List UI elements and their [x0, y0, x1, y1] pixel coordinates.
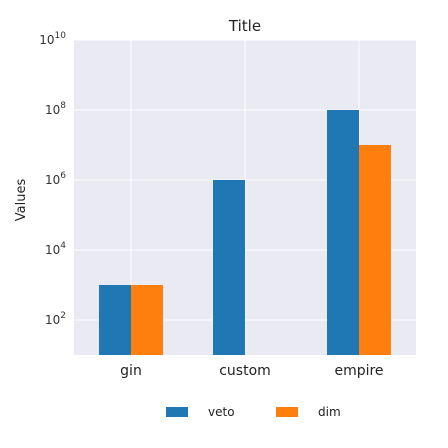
y-axis-ticks: 102 104 106 108 1010: [39, 31, 66, 327]
legend-swatch-dim: [276, 407, 298, 417]
y-tick-label: 102: [45, 311, 66, 327]
bar-veto-custom: [213, 180, 245, 355]
y-tick-label: 106: [45, 171, 66, 187]
x-tick-label: empire: [334, 363, 383, 379]
bar-dim-gin: [131, 285, 163, 355]
x-tick-label: gin: [120, 363, 142, 379]
x-tick-label: custom: [219, 363, 271, 379]
y-tick-label: 1010: [39, 31, 66, 47]
legend-swatch-veto: [166, 407, 188, 417]
y-tick-label: 108: [45, 101, 66, 117]
bar-dim-empire: [359, 145, 391, 355]
legend-label-dim: dim: [318, 405, 341, 419]
bars: [99, 110, 391, 355]
bar-veto-empire: [327, 110, 359, 355]
x-axis-ticks: gin custom empire: [120, 363, 383, 379]
y-axis-title: Values: [14, 179, 29, 222]
legend-label-veto: veto: [208, 405, 235, 419]
y-tick-label: 104: [45, 241, 66, 257]
chart-title: Title: [228, 17, 261, 35]
legend: veto dim: [166, 405, 341, 419]
bar-veto-gin: [99, 285, 131, 355]
